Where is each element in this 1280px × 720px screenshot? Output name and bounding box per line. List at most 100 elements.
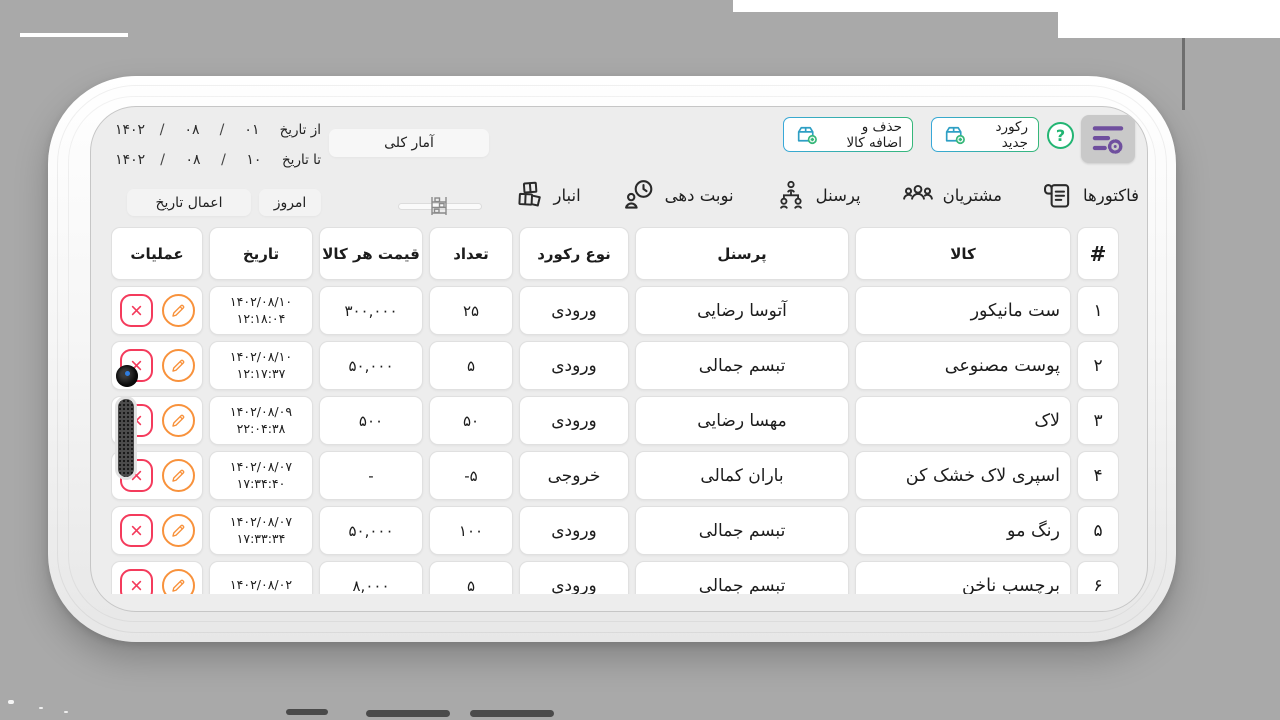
inventory-table: # کالا پرسنل نوع رکورد تعداد قیمت هر کالا تاری… <box>111 227 1119 594</box>
product-cell: رنگ مو <box>855 506 1071 555</box>
person-cell: تبسم جمالی <box>635 341 849 390</box>
row-number-cell: ۱ <box>1077 286 1119 335</box>
person-cell: تبسم جمالی <box>635 506 849 555</box>
header-cell: پرسنل <box>635 227 849 280</box>
speaker-grille <box>115 396 137 480</box>
header-cell: نوع رکورد <box>519 227 629 280</box>
operations-cell <box>111 506 203 555</box>
to-month-field[interactable]: ۰۸ <box>185 152 201 168</box>
to-day-field[interactable]: ۱۰ <box>246 152 262 168</box>
new-record-label: رکورد جدید <box>995 118 1028 151</box>
quantity-cell: ۵ <box>429 341 513 390</box>
edit-button[interactable] <box>161 459 195 492</box>
delete-button[interactable] <box>119 294 153 327</box>
front-camera <box>116 365 138 387</box>
header-cell: عملیات <box>111 227 203 280</box>
date-cell: ۱۴۰۲/۰۸/۰۷ ۱۷:۳۴:۴۰ <box>209 451 313 500</box>
table-row: ۱ ست مانیکور آتوسا رضایی ورودی ۲۵ ۳۰۰,۰۰… <box>111 286 1119 335</box>
to-date-row: تا تاریخ ۱۰ / ۰۸ / ۱۴۰۲ <box>115 147 321 173</box>
edit-button[interactable] <box>161 349 195 382</box>
nav-item-customers[interactable]: مشتریان <box>901 178 1002 212</box>
main-nav: فاکتورها مشتریان <box>512 169 1139 221</box>
record-type-cell: ورودی <box>519 561 629 594</box>
date-cell: ۱۴۰۲/۰۸/۰۹ ۲۲:۰۴:۳۸ <box>209 396 313 445</box>
record-type-cell: ورودی <box>519 341 629 390</box>
nav-item-warehouse[interactable]: انبار <box>512 178 581 212</box>
time-value: ۱۲:۱۸:۰۴ <box>236 310 286 326</box>
date-value: ۱۴۰۲/۰۸/۰۷ <box>229 514 293 530</box>
date-value: ۱۴۰۲/۰۸/۱۰ <box>229 294 293 310</box>
price-cell: ۸,۰۰۰ <box>319 561 423 594</box>
staff-org-icon <box>774 178 808 212</box>
row-number-cell: ۲ <box>1077 341 1119 390</box>
header-cell: # <box>1077 227 1119 280</box>
nav-item-staff[interactable]: پرسنل <box>774 178 861 212</box>
row-number-cell: ۴ <box>1077 451 1119 500</box>
product-cell: لاک <box>855 396 1071 445</box>
shelf-slider[interactable] <box>398 203 482 210</box>
today-button[interactable]: امروز <box>259 189 321 216</box>
table-row: ۳ لاک مهسا رضایی ورودی ۵۰ ۵۰۰ ۱۴۰۲/۰۸/۰۹… <box>111 396 1119 445</box>
date-separator: / <box>221 152 226 168</box>
product-cell: پوست مصنوعی <box>855 341 1071 390</box>
date-separator: / <box>160 152 165 168</box>
from-day-field[interactable]: ۰۱ <box>244 122 260 138</box>
shelf-slider-thumb[interactable] <box>425 191 453 221</box>
time-value: ۱۷:۳۴:۴۰ <box>236 475 286 491</box>
person-cell: مهسا رضایی <box>635 396 849 445</box>
price-cell: - <box>319 451 423 500</box>
new-record-button[interactable]: رکورد جدید <box>931 117 1039 152</box>
backdrop-grunge-line <box>20 33 128 37</box>
quantity-cell: ۵ <box>429 561 513 594</box>
from-month-field[interactable]: ۰۸ <box>184 122 200 138</box>
backdrop-grunge-block <box>1058 0 1280 38</box>
warehouse-boxes-icon <box>512 178 546 212</box>
to-year-field[interactable]: ۱۴۰۲ <box>115 152 146 168</box>
table-row: ۵ رنگ مو تبسم جمالی ورودی ۱۰۰ ۵۰,۰۰۰ ۱۴۰… <box>111 506 1119 555</box>
from-year-field[interactable]: ۱۴۰۲ <box>115 122 146 138</box>
product-cell: برچسب ناخن <box>855 561 1071 594</box>
apply-date-button[interactable]: اعمال تاریخ <box>127 189 251 216</box>
nav-item-invoices[interactable]: فاکتورها <box>1042 179 1139 212</box>
time-value: ۱۲:۱۷:۳۷ <box>236 365 286 381</box>
from-date-row: از تاریخ ۰۱ / ۰۸ / ۱۴۰۲ <box>115 117 321 143</box>
tablet-mockup: از تاریخ ۰۱ / ۰۸ / ۱۴۰۲ تا تاریخ ۱۰ / ۰۸… <box>48 76 1176 717</box>
overall-stats-button[interactable]: آمار کلی <box>329 129 489 157</box>
date-filter-block: از تاریخ ۰۱ / ۰۸ / ۱۴۰۲ تا تاریخ ۱۰ / ۰۸… <box>115 117 321 177</box>
edit-button[interactable] <box>161 404 195 437</box>
price-cell: ۳۰۰,۰۰۰ <box>319 286 423 335</box>
price-cell: ۵۰۰ <box>319 396 423 445</box>
nav-warehouse-label: انبار <box>553 185 581 205</box>
edge-button-small <box>286 709 328 715</box>
header-cell: کالا <box>855 227 1071 280</box>
record-type-cell: ورودی <box>519 286 629 335</box>
delete-button[interactable] <box>119 514 153 547</box>
backdrop-grunge-dark-line <box>1182 38 1185 110</box>
to-date-label: تا تاریخ <box>281 152 321 168</box>
edit-button[interactable] <box>161 514 195 547</box>
edge-button-power <box>470 710 554 717</box>
table-row: ۶ برچسب ناخن تبسم جمالی ورودی ۵ ۸,۰۰۰ ۱۴… <box>111 561 1119 594</box>
person-cell: باران کمالی <box>635 451 849 500</box>
delete-button[interactable] <box>119 569 153 594</box>
edit-button[interactable] <box>161 569 195 594</box>
nav-customers-label: مشتریان <box>942 185 1003 205</box>
product-cell: اسپری لاک خشک کن <box>855 451 1071 500</box>
help-button[interactable]: ? <box>1047 122 1074 149</box>
table-header-row: # کالا پرسنل نوع رکورد تعداد قیمت هر کالا تاری… <box>111 227 1119 280</box>
add-remove-product-button[interactable]: حذف و اضافه کالا <box>783 117 913 152</box>
nav-appointments-label: نوبت دهی <box>664 185 734 205</box>
price-cell: ۵۰,۰۰۰ <box>319 506 423 555</box>
person-cell: تبسم جمالی <box>635 561 849 594</box>
edit-button[interactable] <box>161 294 195 327</box>
date-separator: / <box>159 122 165 138</box>
nav-item-appointments[interactable]: نوبت دهی <box>621 177 734 213</box>
person-cell: آتوسا رضایی <box>635 286 849 335</box>
quantity-cell: ۵۰ <box>429 396 513 445</box>
quantity-cell: ۱۰۰ <box>429 506 513 555</box>
settings-button[interactable] <box>1081 115 1135 163</box>
quantity-cell: -۵ <box>429 451 513 500</box>
time-value: ۱۷:۳۳:۳۴ <box>236 530 286 546</box>
date-value: ۱۴۰۲/۰۸/۰۷ <box>229 459 293 475</box>
date-cell: ۱۴۰۲/۰۸/۰۲ <box>209 561 313 594</box>
